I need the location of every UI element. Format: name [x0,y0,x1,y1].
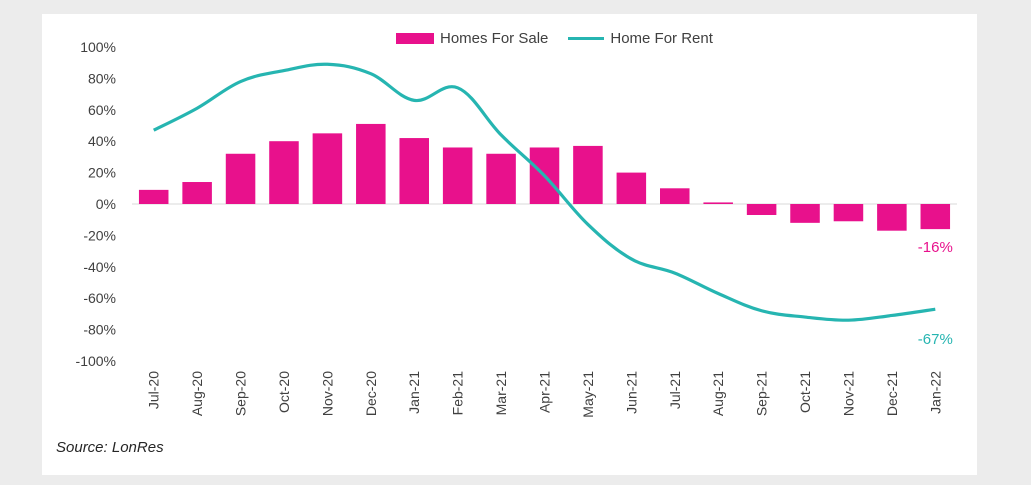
x-tick-label: Apr-21 [537,371,553,413]
bar-nov-21 [833,204,864,222]
bar-oct-20 [269,141,299,204]
annotation-home-for-rent: -67% [918,331,953,348]
x-tick-label: Aug-21 [710,371,726,416]
bar-dec-20 [356,123,386,204]
y-tick-label: -20% [83,227,116,243]
y-tick-label: 100% [80,39,116,55]
bar-jan-21 [399,138,429,204]
bar-may-21 [573,145,603,204]
x-tick-label: Sep-21 [754,371,770,416]
chart-card: 100% 80% 60% 40% 20% 0% -20% -40% -60% -80% -100% J… [42,14,977,475]
x-tick-label: Jun-21 [623,371,639,414]
y-tick-label: 20% [88,165,116,181]
chart-area: 100% 80% 60% 40% 20% 0% -20% -40% -60% -80% -100% J… [76,39,957,418]
annotation-homes-for-sale: -16% [918,239,953,256]
x-tick-label: Jul-21 [667,371,683,409]
bar-jan-22 [920,204,951,230]
bar-oct-21 [790,204,820,223]
bar-dec-21 [877,204,907,231]
y-tick-label: -40% [83,259,116,275]
bar-jul-20 [138,189,169,204]
bar-mar-21 [486,153,516,204]
bar-nov-20 [312,133,343,204]
bar-sep-20 [225,153,256,204]
legend-swatch-homes-for-sale [396,33,434,44]
bar-jun-21 [616,172,647,204]
legend-label-homes-for-sale: Homes For Sale [440,30,549,47]
x-tick-label: Mar-21 [493,371,509,416]
bar-sep-21 [746,204,777,215]
x-tick-label: Nov-21 [840,371,856,416]
source-note: Source: LonRes [56,439,164,456]
x-tick-label: Nov-20 [319,371,335,416]
x-tick-label: Jul-20 [146,371,162,409]
y-tick-label: -80% [83,322,116,338]
bar-aug-20 [182,182,212,204]
x-tick-label: Aug-20 [189,371,205,416]
bar-aug-21 [703,202,733,204]
x-tick-label: Oct-21 [797,371,813,413]
x-tick-label: Feb-21 [450,371,466,416]
y-tick-label: 60% [88,102,116,118]
y-tick-label: 80% [88,70,116,86]
x-tick-label: Oct-20 [276,371,292,413]
x-tick-label: Sep-20 [233,371,249,416]
y-tick-label: 0% [96,196,116,212]
legend-swatch-home-for-rent [568,37,605,40]
legend: Homes For Sale Home For Rent [396,30,713,47]
y-tick-label: 40% [88,133,116,149]
x-tick-label: May-21 [580,371,596,418]
y-tick-label: -100% [76,353,116,369]
x-tick-label: Dec-21 [884,371,900,416]
bar-feb-21 [442,147,473,204]
x-tick-label: Jan-21 [406,371,422,414]
legend-label-home-for-rent: Home For Rent [610,30,713,47]
y-tick-label: -60% [83,290,116,306]
x-tick-label: Dec-20 [363,371,379,416]
bar-jul-21 [660,188,690,204]
line-home-for-rent [152,62,936,322]
x-tick-label: Jan-22 [927,371,943,414]
